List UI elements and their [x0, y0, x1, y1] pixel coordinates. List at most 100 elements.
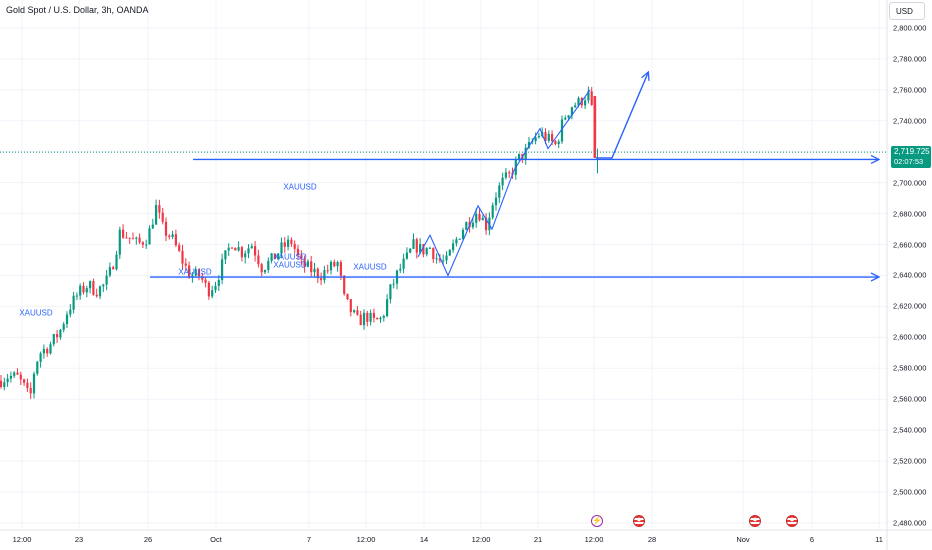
candle-body	[23, 379, 26, 383]
candle-body	[287, 239, 290, 247]
candle-body	[587, 91, 590, 101]
us-flag-icon[interactable]	[786, 515, 798, 527]
candle-body	[79, 285, 82, 296]
xauusd-annotation[interactable]: XAUUSD	[178, 267, 212, 277]
xauusd-annotation[interactable]: XAUUSD	[353, 262, 387, 272]
y-tick-label: 2,540.000	[893, 425, 927, 435]
candle-body	[151, 224, 154, 229]
candle-body	[273, 253, 276, 259]
candle-body	[201, 276, 204, 280]
y-tick-label: 2,560.000	[893, 394, 927, 404]
candle-body	[52, 334, 55, 345]
candle-body	[89, 281, 92, 289]
candle-body	[168, 235, 171, 237]
candle-body	[494, 197, 498, 206]
candle-body	[36, 361, 39, 374]
symbol-title[interactable]: Gold Spot / U.S. Dollar, 3h, OANDA	[6, 5, 149, 15]
candle-body	[204, 279, 207, 283]
us-flag-icon[interactable]	[633, 515, 645, 527]
x-tick-label: 12:00	[12, 535, 32, 544]
candle-body	[415, 239, 418, 253]
candle-body	[465, 222, 468, 230]
candle-body	[254, 246, 257, 256]
candle-body	[422, 244, 425, 255]
candle-body	[574, 105, 577, 108]
candle-body	[158, 205, 161, 213]
candle-body	[508, 172, 511, 174]
candle-body	[128, 237, 131, 239]
candle-body	[277, 253, 280, 259]
y-tick-label: 2,620.000	[893, 301, 927, 311]
candle-body	[316, 268, 319, 279]
candle-body	[445, 255, 448, 261]
candle-body	[409, 248, 412, 253]
candle-body	[263, 269, 267, 273]
candle-body	[524, 147, 527, 160]
candle-body	[376, 317, 379, 320]
candle-body	[69, 309, 72, 315]
lightning-icon[interactable]: ⚡	[591, 515, 603, 527]
candle-body	[313, 268, 316, 273]
candle-body	[174, 234, 177, 246]
candle-body	[428, 247, 432, 249]
candle-body	[102, 284, 105, 287]
trend-zigzag-line[interactable]	[417, 89, 591, 277]
candle-body	[0, 380, 3, 388]
candle-body	[326, 270, 329, 272]
y-tick-label: 2,660.000	[893, 240, 927, 250]
y-tick-label: 2,700.000	[893, 178, 927, 188]
candle-body	[155, 205, 158, 225]
candle-body	[584, 100, 587, 106]
candle-body	[181, 250, 184, 264]
candle-body	[527, 142, 531, 148]
candle-body	[16, 372, 19, 375]
candle-body	[3, 382, 6, 388]
last-price-value: 2,719.725	[894, 147, 930, 156]
candle-body	[247, 248, 250, 254]
candle-body	[125, 237, 128, 239]
candle-body	[455, 239, 458, 244]
candle-body	[270, 253, 273, 261]
us-flag-icon[interactable]	[749, 515, 761, 527]
candle-body	[339, 262, 342, 276]
candle-body	[425, 248, 428, 255]
candle-body	[306, 261, 309, 267]
candle-body	[92, 281, 95, 295]
candle-body	[293, 243, 296, 249]
candle-body	[244, 253, 247, 258]
candle-body	[283, 242, 286, 247]
candle-body	[95, 294, 98, 297]
y-tick-label: 2,500.000	[893, 487, 927, 497]
candle-body	[82, 285, 85, 293]
candle-body	[240, 247, 243, 258]
candle-body	[214, 285, 217, 291]
candle-body	[485, 217, 488, 231]
candle-body	[72, 295, 75, 310]
candle-body	[184, 263, 187, 266]
xauusd-annotation[interactable]: XAUUSD	[273, 252, 307, 262]
candle-body	[257, 255, 260, 265]
xauusd-annotation[interactable]: XAUUSD	[273, 260, 307, 270]
candle-body	[296, 248, 300, 256]
currency-selector-button[interactable]: USD	[889, 2, 925, 20]
candle-body	[501, 177, 504, 186]
candle-body	[435, 258, 438, 260]
candle-body	[138, 237, 141, 243]
projection-arrow[interactable]	[596, 73, 648, 159]
y-tick-label: 2,600.000	[893, 332, 927, 342]
candle-body	[557, 141, 560, 145]
xauusd-annotation[interactable]: XAUUSD	[19, 308, 53, 318]
candle-body	[402, 258, 405, 269]
candle-body	[29, 387, 32, 394]
candle-body	[353, 310, 356, 313]
candle-body	[333, 261, 336, 267]
candle-body	[369, 312, 372, 322]
candle-body	[300, 255, 303, 259]
xauusd-annotation[interactable]: XAUUSD	[283, 182, 317, 192]
candle-body	[237, 247, 240, 251]
candle-body	[359, 314, 362, 326]
candle-body	[481, 217, 484, 221]
candle-body	[349, 299, 352, 313]
candle-body	[194, 269, 197, 276]
